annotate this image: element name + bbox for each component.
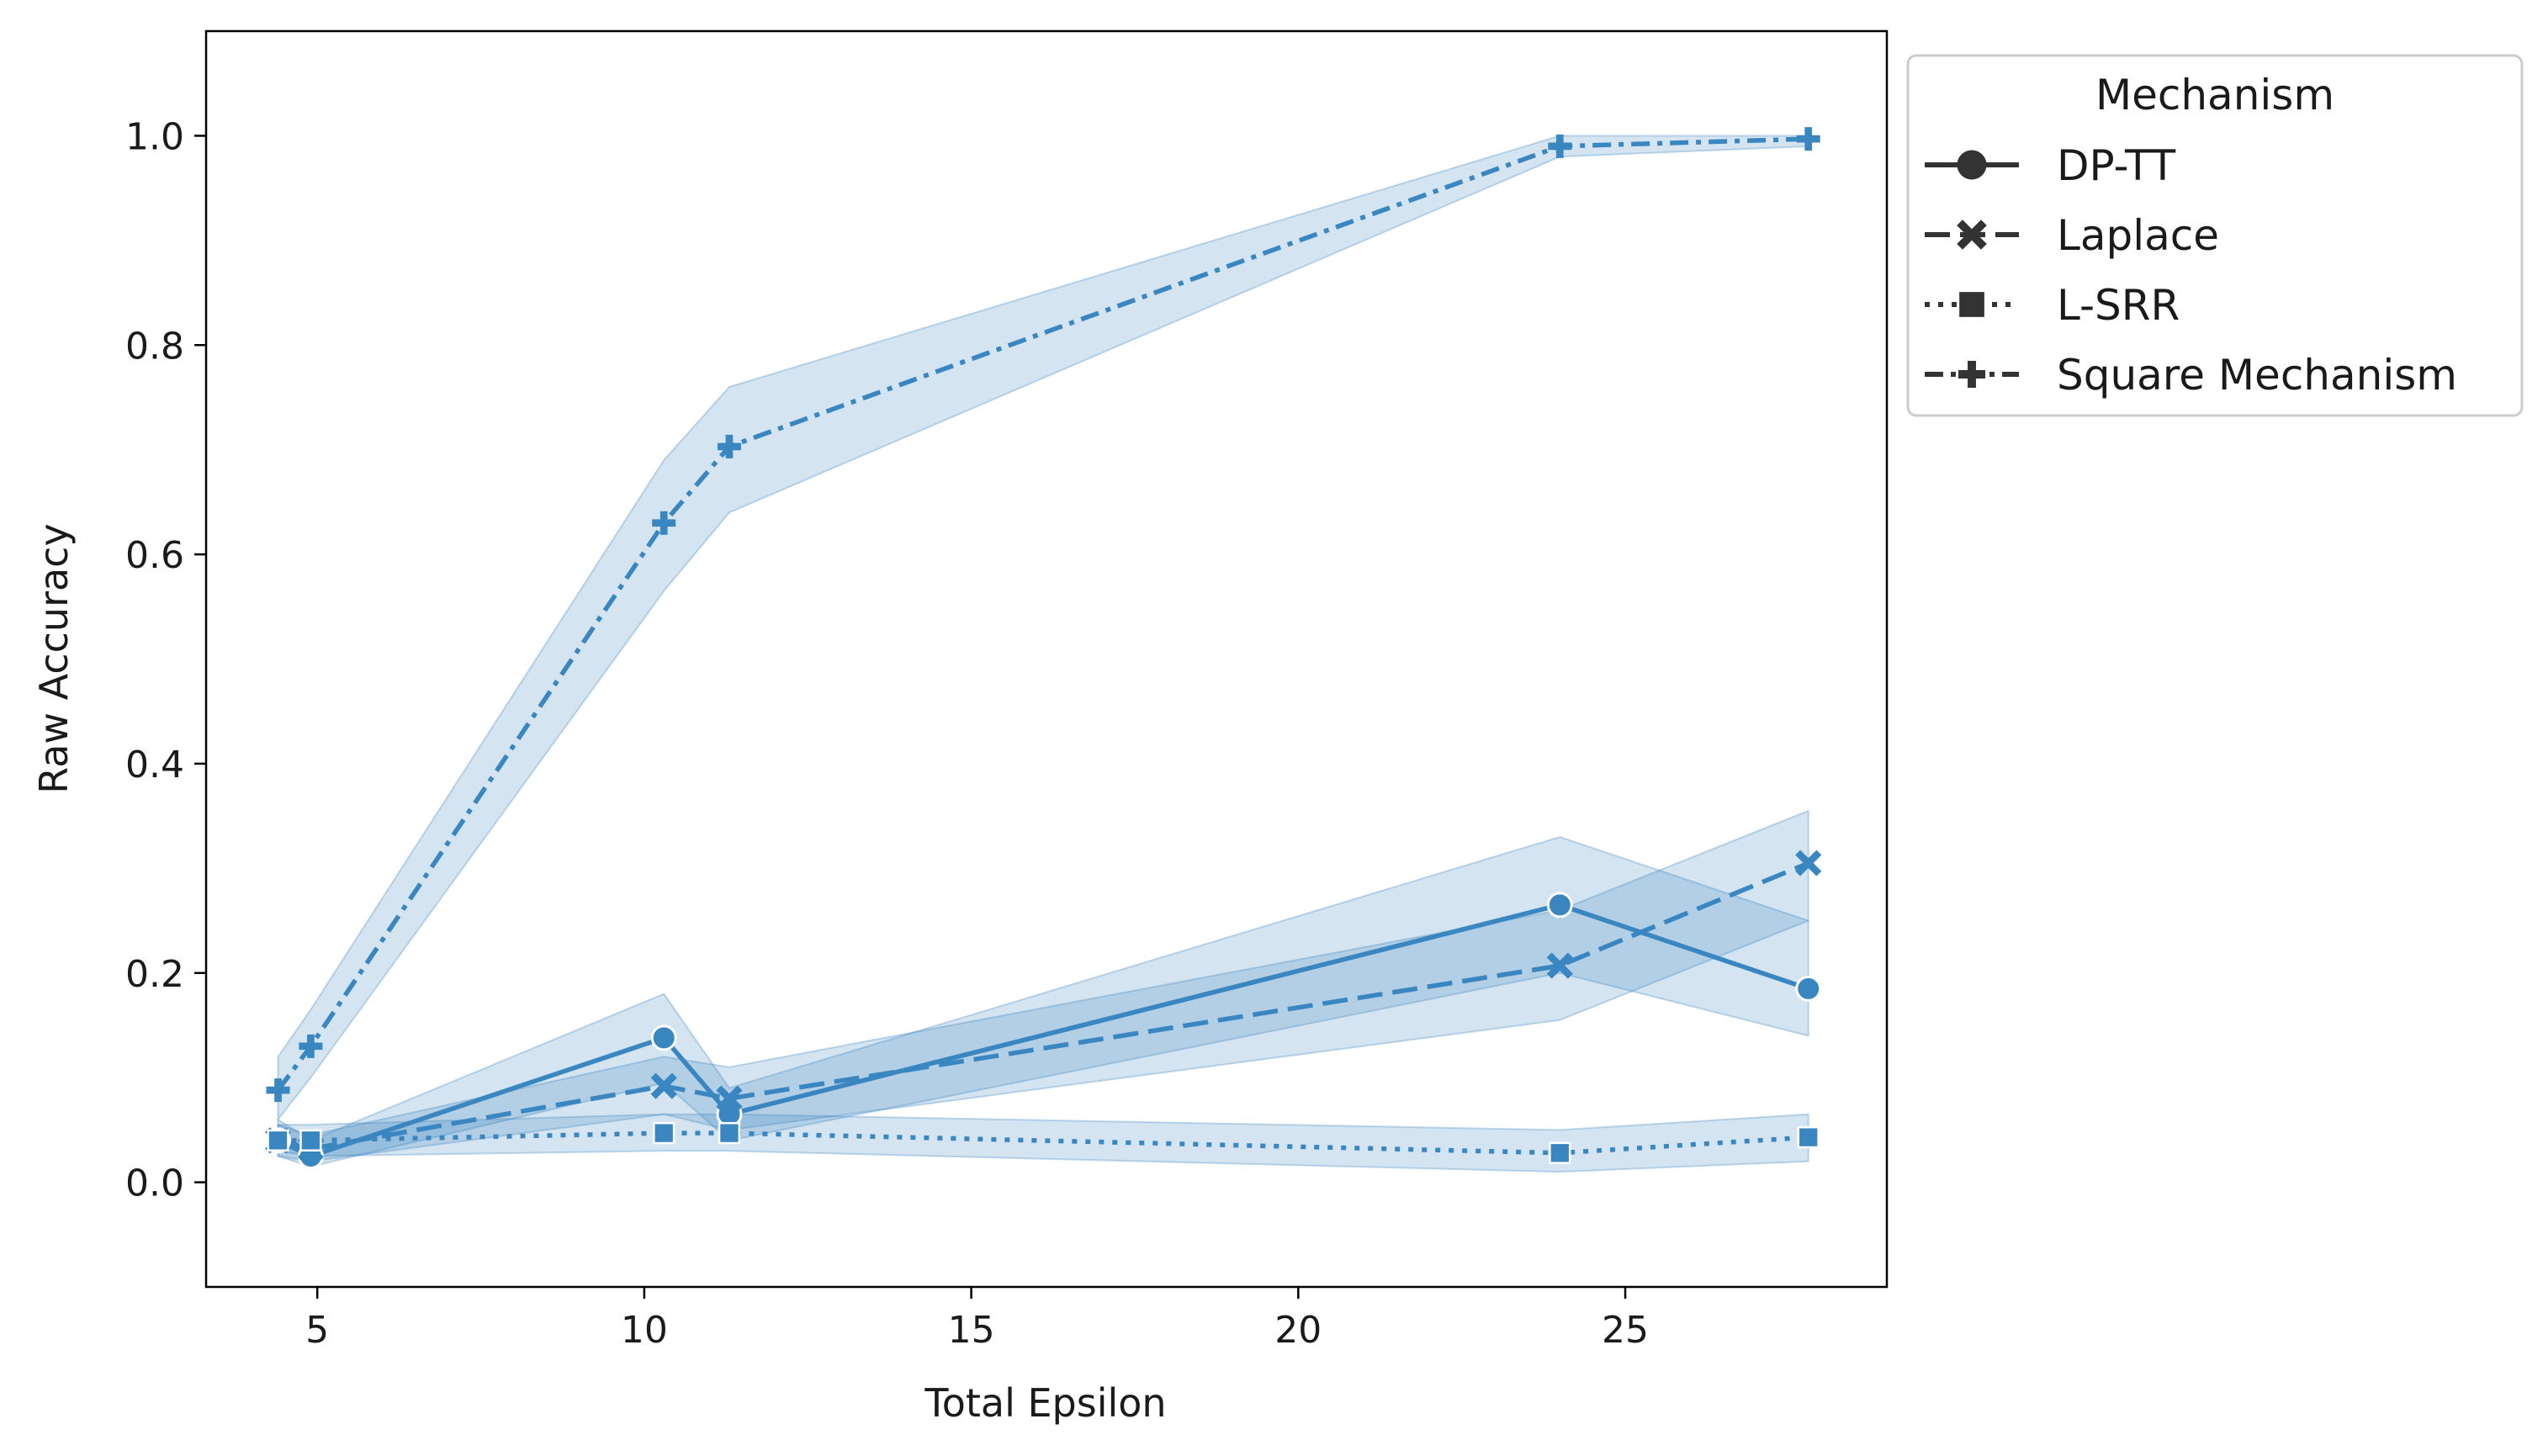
legend-label-square-mechanism: Square Mechanism [2057, 351, 2457, 400]
y-tick-label: 0.2 [125, 953, 184, 996]
y-tick-label: 1.0 [125, 115, 184, 158]
point-dp-tt [1795, 975, 1822, 1002]
point-l-srr [1549, 1141, 1571, 1164]
point-laplace [650, 1072, 677, 1099]
legend-entries: DP-TT Laplace L-SRR Square Mechanism [1925, 141, 2457, 400]
series-markers [264, 127, 1822, 1169]
x-tick-label: 10 [621, 1309, 668, 1352]
point-l-srr [299, 1129, 322, 1152]
line-laplace [277, 860, 1809, 1152]
plot-frame [204, 29, 1889, 1289]
point-dp-tt [650, 1024, 677, 1051]
point-l-srr [267, 1129, 289, 1152]
legend-title: Mechanism [2095, 71, 2334, 119]
x-axis-ticks: 5 10 15 20 25 [305, 1287, 1649, 1352]
point-dp-tt [1546, 892, 1573, 919]
y-axis-ticks: 0.0 0.2 0.4 0.6 0.8 1.0 [125, 115, 206, 1205]
legend-marker-dp-tt [1957, 150, 1987, 180]
point-l-srr [1797, 1125, 1820, 1149]
point-l-srr [718, 1121, 741, 1145]
point-laplace [1795, 850, 1822, 876]
legend-box [1906, 54, 2524, 417]
x-tick-label: 15 [948, 1309, 995, 1352]
legend-marker-square-mechanism [1958, 361, 1985, 388]
legend: Mechanism DP-TT Laplace L-SRR Square Mechan… [1906, 54, 2524, 417]
point-square-mechanism [1548, 134, 1572, 158]
legend-marker-laplace [1957, 220, 1987, 250]
point-square-mechanism [717, 434, 741, 458]
point-square-mechanism [1796, 127, 1820, 151]
point-square-mechanism [652, 511, 676, 535]
point-square-mechanism [299, 1034, 323, 1058]
y-axis-label: Raw Accuracy [31, 523, 77, 793]
point-l-srr [653, 1121, 675, 1145]
line-square-mechanism [276, 136, 1809, 1092]
y-tick-label: 0.6 [125, 534, 184, 577]
x-tick-label: 20 [1274, 1309, 1322, 1352]
y-tick-label: 0.8 [125, 325, 184, 368]
point-laplace [716, 1085, 743, 1112]
legend-label-l-srr: L-SRR [2057, 281, 2180, 330]
legend-label-laplace: Laplace [2057, 211, 2219, 260]
legend-marker-l-srr [1959, 292, 1984, 317]
y-tick-label: 0.4 [125, 744, 184, 786]
x-axis-label: Total Epsilon [924, 1380, 1166, 1426]
y-tick-label: 0.0 [125, 1162, 184, 1205]
legend-label-dp-tt: DP-TT [2057, 141, 2176, 190]
x-tick-label: 25 [1602, 1309, 1649, 1352]
point-laplace [1546, 952, 1573, 979]
x-tick-label: 5 [305, 1309, 329, 1352]
point-square-mechanism [266, 1078, 290, 1103]
